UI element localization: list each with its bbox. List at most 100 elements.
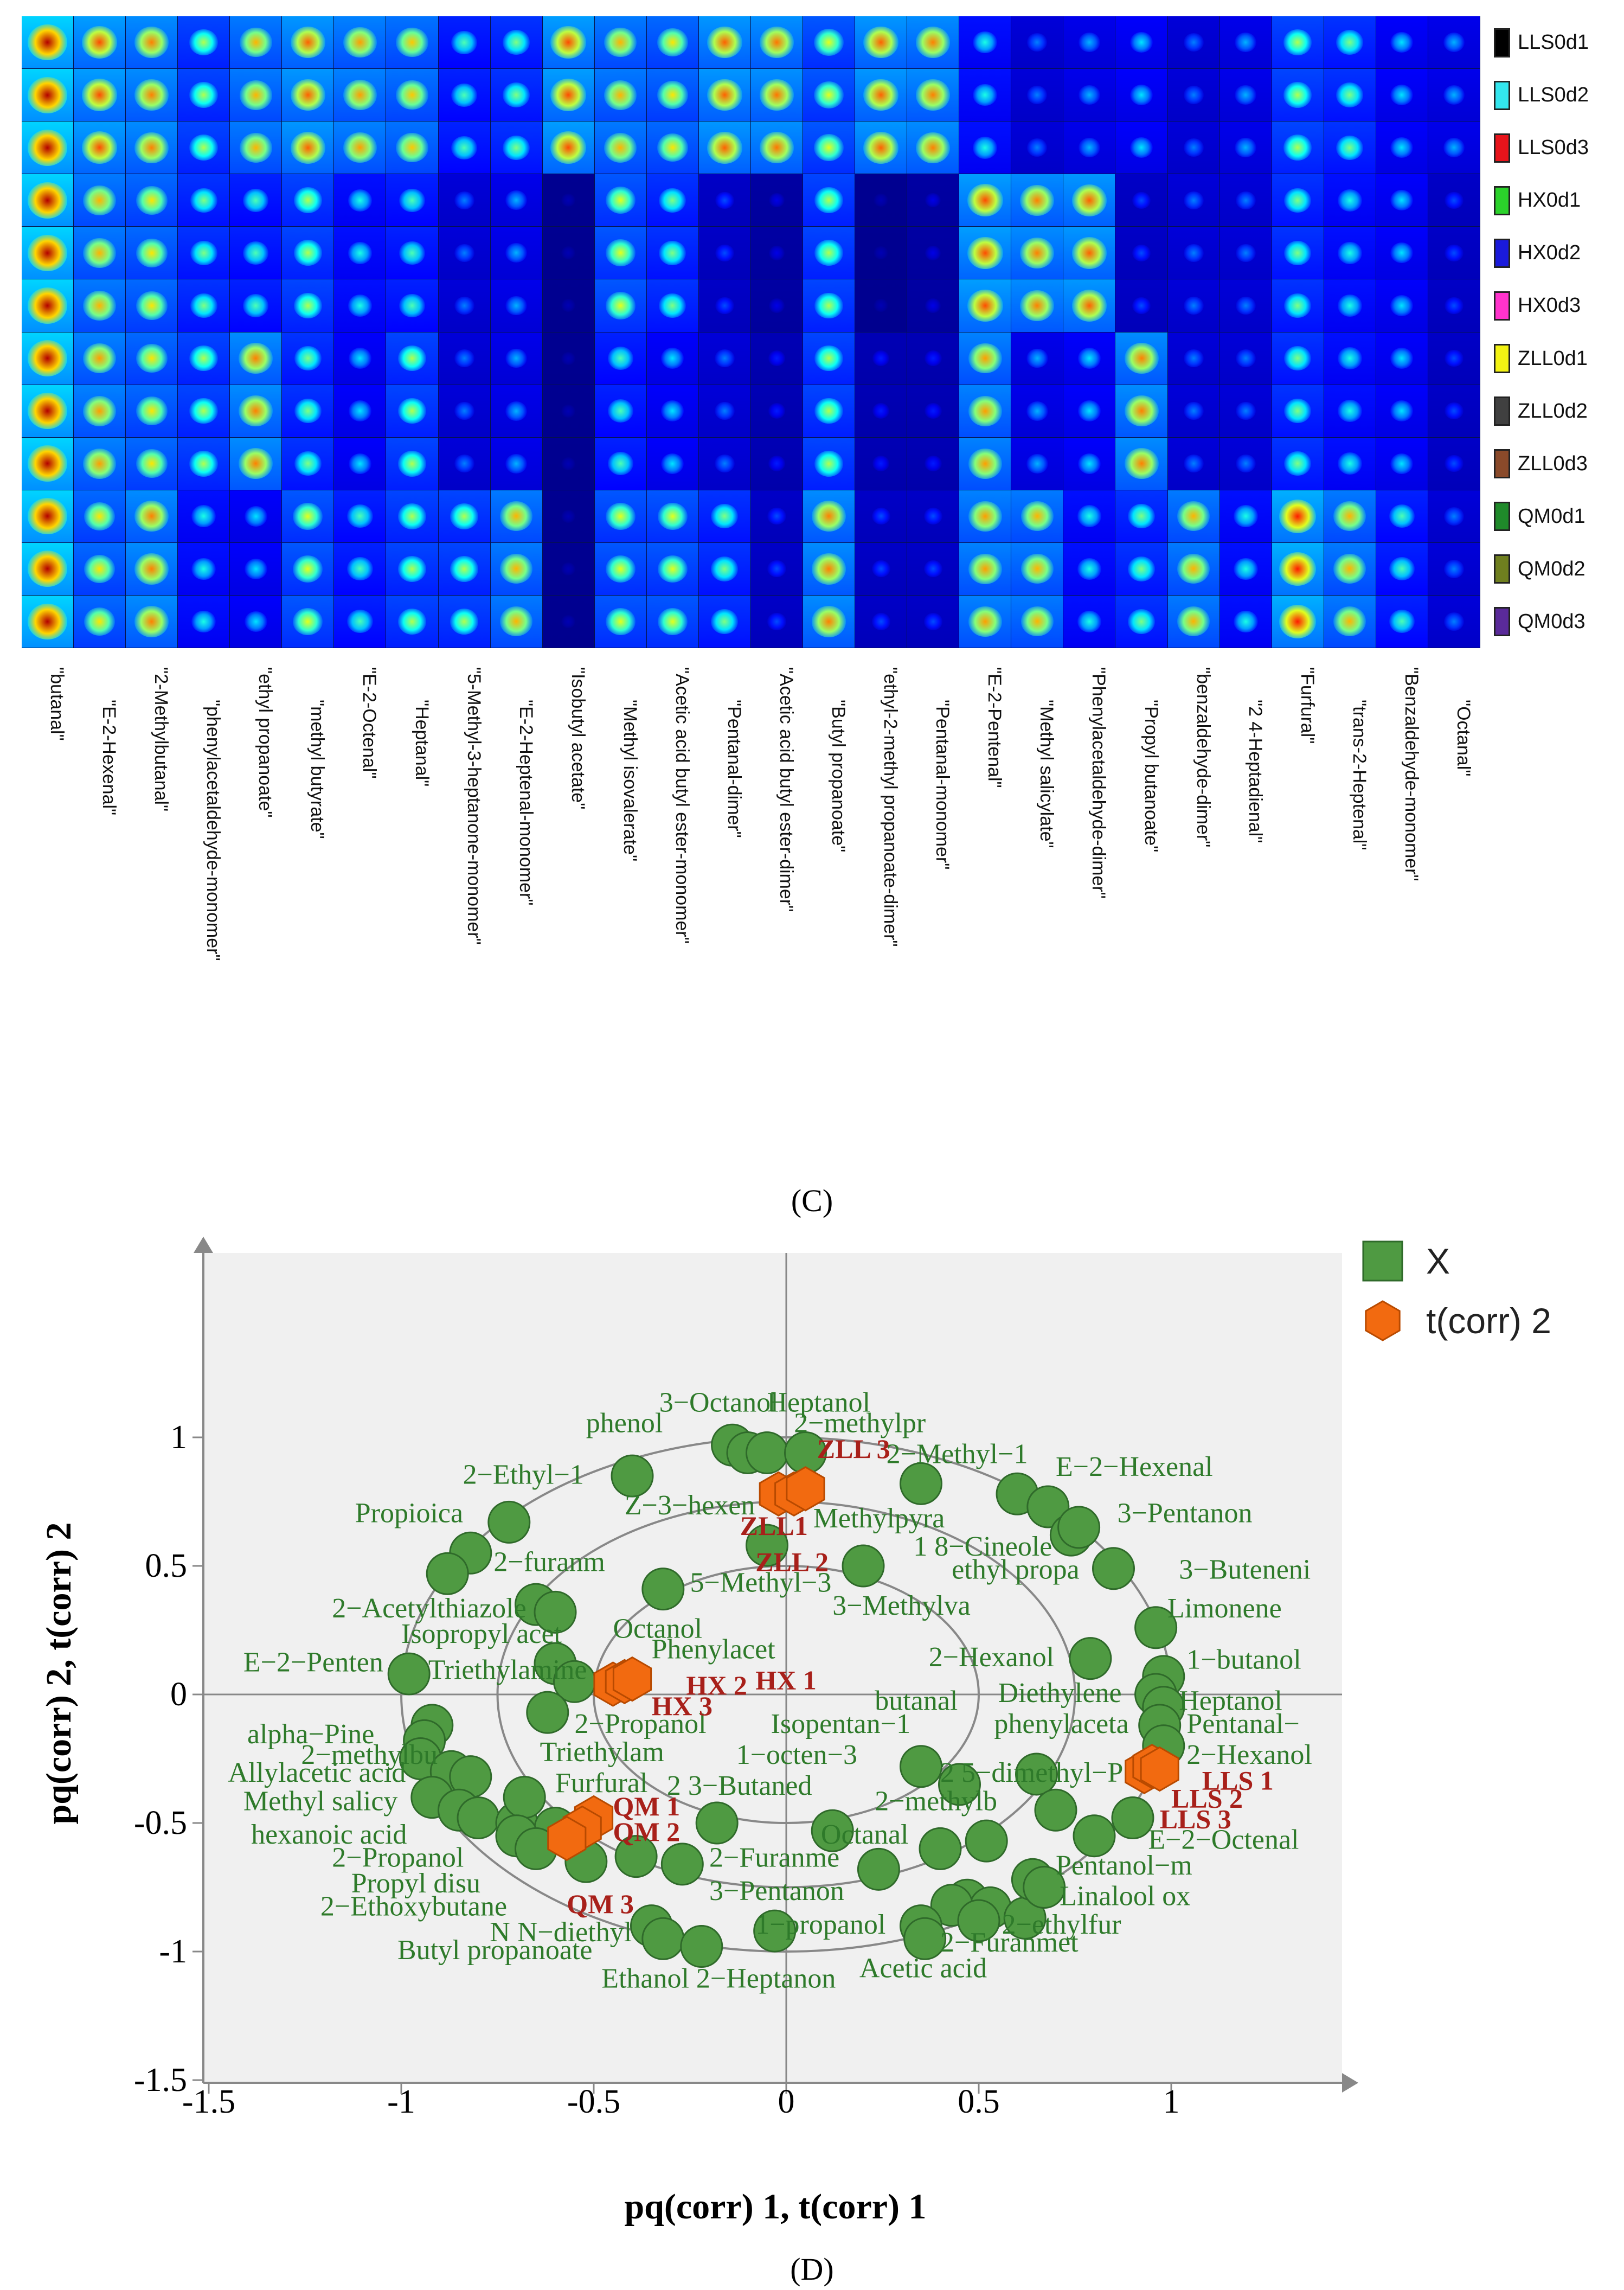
heatmap-cell: [1011, 490, 1064, 543]
heatmap-cell: [1063, 121, 1116, 175]
heatmap-cell: [542, 490, 595, 543]
heatmap-cell: [1428, 490, 1480, 543]
compound-label: "Acetic acid butyl ester-dimer": [776, 667, 798, 1210]
legend-label: QM0d3: [1518, 610, 1586, 633]
compound-label-text: "Heptanal": [411, 700, 432, 787]
legend-item: QM0d3: [1494, 605, 1586, 638]
x-variable-point: [641, 1917, 685, 1960]
heatmap-cell: [750, 227, 804, 280]
heatmap-cell: [959, 595, 1012, 648]
heatmap-cell: [126, 69, 178, 122]
legend-item: LLS0d2: [1494, 79, 1589, 112]
heatmap-cell: [855, 174, 908, 227]
x-variable-point: [753, 1909, 797, 1953]
variable-label: 5−Methyl−3: [690, 1567, 832, 1598]
heatmap-cell: [646, 437, 699, 490]
x-variable-point: [900, 1462, 942, 1505]
heatmap-cell: [490, 490, 543, 543]
heatmap-cell: [438, 490, 491, 543]
score-hexagon: [547, 1815, 587, 1862]
heatmap-cell: [490, 121, 543, 175]
heatmap-cell: [1272, 121, 1324, 175]
legend-swatch: [1494, 449, 1510, 479]
heatmap-cell: [334, 595, 387, 648]
heatmap-cell: [334, 542, 387, 596]
compound-label-text: "Methyl isovalerate": [619, 700, 640, 862]
compound-label: "2 4-Heptadienal": [1245, 700, 1267, 1242]
compound-label-text: "ethyl propanoate": [255, 667, 276, 818]
variable-label: Diethylene: [998, 1678, 1122, 1709]
heatmap-cell: [1219, 16, 1272, 69]
heatmap-cell: [1376, 385, 1428, 438]
heatmap-cell: [126, 542, 178, 596]
heatmap-cell: [542, 595, 595, 648]
heatmap-cell: [22, 542, 74, 596]
heatmap-cell: [750, 385, 804, 438]
heatmap-cell: [803, 542, 856, 596]
heatmap-cell: [438, 332, 491, 385]
heatmap-cell: [803, 121, 856, 175]
variable-label: 2−Hexanol: [1186, 1739, 1312, 1770]
heatmap-cell: [855, 437, 908, 490]
heatmap-cell: [803, 16, 856, 69]
heatmap-cell: [646, 121, 699, 175]
heatmap-cell: [646, 16, 699, 69]
heatmap-cell: [74, 542, 126, 596]
heatmap-cell: [126, 385, 178, 438]
heatmap-cell: [386, 227, 439, 280]
legend-entry-label: t(corr) 2: [1426, 1301, 1551, 1341]
heatmap-cell: [698, 16, 751, 69]
heatmap-cell: [1428, 121, 1480, 175]
heatmap-cell: [1167, 16, 1220, 69]
heatmap-cell: [1063, 595, 1116, 648]
compound-label: "Acetic acid butyl ester-monomer": [672, 667, 694, 1210]
score-label: HX 3: [652, 1691, 713, 1721]
heatmap-cell: [1219, 542, 1272, 596]
heatmap-cell: [594, 437, 647, 490]
compound-label: "Furfural": [1297, 667, 1319, 1210]
heatmap-cell: [1011, 279, 1064, 332]
heatmap-cell: [1376, 542, 1428, 596]
legend-item: QM0d1: [1494, 500, 1586, 533]
heatmap-cell: [1272, 69, 1324, 122]
heatmap-cell: [1272, 332, 1324, 385]
heatmap-cell: [178, 437, 230, 490]
variable-label: 2−methylpr: [794, 1408, 926, 1439]
heatmap-cell: [1167, 332, 1220, 385]
heatmap-cell: [490, 385, 543, 438]
heatmap-cell: [282, 332, 335, 385]
legend-item: HX0d3: [1494, 290, 1581, 322]
compound-label-text: "E-2-Heptenal-monomer": [515, 700, 536, 906]
heatmap-cell: [178, 595, 230, 648]
compound-label: "E-2-Hexenal": [99, 700, 120, 1242]
heatmap-cell: [230, 16, 283, 69]
heatmap-cell: [1428, 69, 1480, 122]
heatmap-cell: [282, 279, 335, 332]
x-axis-arrow: [1342, 2073, 1358, 2093]
heatmap-cell: [22, 385, 74, 438]
compound-label: "Pentanal-monomer": [932, 700, 954, 1242]
variable-label: 3−Pentanon: [709, 1876, 844, 1907]
heatmap-cell: [959, 174, 1012, 227]
heatmap-cell: [282, 227, 335, 280]
compound-label-text: "trans-2-Heptenal": [1349, 700, 1370, 850]
heatmap-cell: [750, 69, 804, 122]
legend-label: HX0d2: [1518, 241, 1581, 265]
heatmap-cell: [907, 69, 960, 122]
variable-label: Ethanol 2−Heptanon: [601, 1963, 836, 1994]
heatmap-cell: [855, 227, 908, 280]
heatmap-cell: [282, 490, 335, 543]
score-label: HX 2: [686, 1670, 747, 1700]
variable-label: 2−Hexanol: [929, 1642, 1055, 1673]
heatmap-cell: [74, 69, 126, 122]
variable-label: Propioica: [355, 1498, 463, 1528]
compound-label: "Propyl butanoate": [1141, 700, 1163, 1242]
variable-label: 3−Methylva: [832, 1590, 971, 1621]
x-variable-point: [1023, 1866, 1066, 1909]
legend-label: LLS0d3: [1518, 136, 1589, 159]
variable-label: 3−Octanol: [659, 1387, 779, 1418]
legend-label: QM0d2: [1518, 557, 1586, 580]
x-variable-point: [903, 1917, 947, 1960]
heatmap-cell: [959, 542, 1012, 596]
heatmap-cell: [959, 279, 1012, 332]
